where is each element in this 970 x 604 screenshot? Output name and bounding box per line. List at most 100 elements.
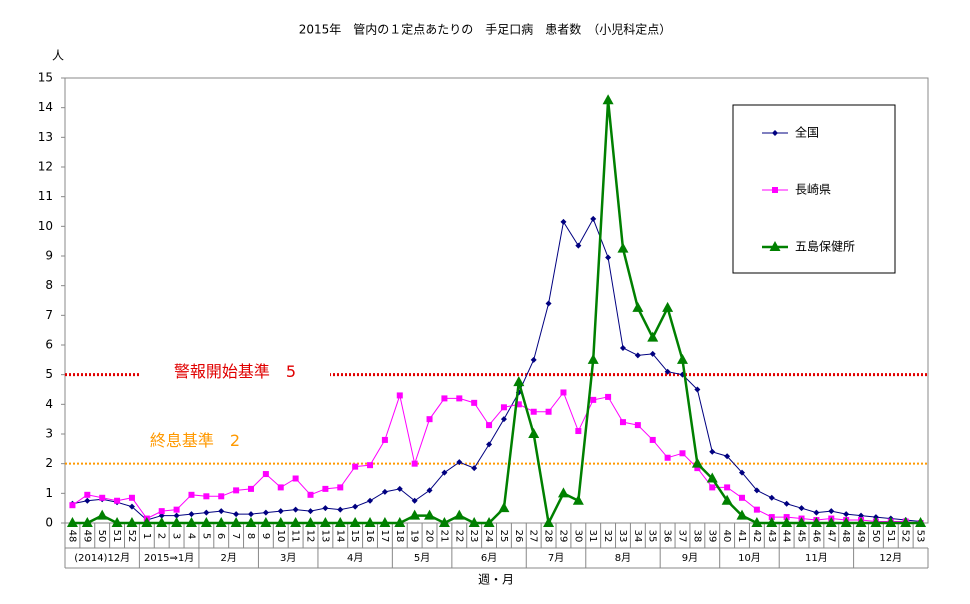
marker — [99, 494, 106, 501]
marker — [411, 460, 418, 467]
marker — [634, 352, 641, 359]
marker — [632, 301, 644, 312]
x-tick-label: 40 — [721, 530, 732, 543]
x-tick-label: 50 — [870, 530, 881, 543]
x-tick-label: 15 — [349, 530, 360, 543]
marker — [605, 254, 612, 261]
y-axis-label: 人 — [52, 49, 64, 63]
marker — [694, 386, 701, 393]
y-tick-label: 13 — [38, 130, 53, 144]
x-tick-label: 47 — [825, 530, 836, 543]
x-tick-label: 44 — [781, 530, 792, 543]
marker — [634, 422, 641, 429]
marker — [840, 517, 852, 527]
marker — [215, 517, 227, 527]
marker — [381, 436, 388, 443]
marker — [500, 416, 507, 423]
marker — [810, 517, 822, 527]
x-tick-label: 24 — [483, 530, 494, 543]
x-tick-label: 28 — [543, 530, 554, 543]
y-tick-label: 0 — [45, 516, 53, 530]
marker — [456, 395, 463, 402]
marker — [855, 517, 867, 527]
marker — [218, 508, 225, 515]
marker — [721, 494, 733, 505]
marker — [409, 509, 421, 520]
marker — [441, 395, 448, 402]
x-tick-label: 33 — [617, 530, 628, 543]
x-tick-label: 41 — [736, 530, 747, 543]
x-tick-label: 42 — [751, 530, 762, 543]
marker — [557, 487, 569, 498]
marker — [424, 509, 436, 520]
reference-label-bg — [140, 361, 330, 384]
marker — [662, 301, 674, 312]
x-tick-label: 25 — [498, 530, 509, 543]
y-tick-label: 14 — [38, 100, 53, 114]
x-tick-label: 5 — [200, 533, 211, 539]
marker — [203, 493, 210, 500]
marker — [617, 242, 629, 253]
marker — [349, 517, 361, 527]
marker — [262, 471, 269, 478]
marker — [900, 517, 912, 527]
marker — [471, 465, 478, 472]
marker — [290, 517, 302, 527]
marker — [649, 436, 656, 443]
marker — [411, 497, 418, 504]
marker — [885, 517, 897, 527]
marker — [441, 469, 448, 476]
y-tick-label: 6 — [45, 338, 53, 352]
month-label: 11月 — [805, 552, 828, 564]
marker — [426, 416, 433, 423]
marker — [796, 517, 808, 527]
marker — [173, 512, 180, 519]
marker — [114, 497, 121, 504]
x-tick-label: 29 — [557, 530, 568, 543]
marker — [468, 517, 480, 527]
reference-label: 警報開始基準 5 — [174, 362, 296, 381]
x-tick-label: 16 — [364, 530, 375, 543]
month-label: 2015⇒1月 — [144, 552, 194, 564]
x-tick-label: 4 — [185, 533, 196, 539]
marker — [128, 503, 135, 510]
marker — [367, 497, 374, 504]
x-tick-label: 50 — [96, 530, 107, 543]
y-tick-label: 10 — [38, 219, 53, 233]
marker — [619, 344, 626, 351]
marker — [486, 422, 493, 429]
x-tick-label: 51 — [885, 530, 896, 543]
y-tick-label: 15 — [38, 71, 53, 85]
marker — [843, 511, 850, 518]
marker — [396, 485, 403, 492]
month-label: 3月 — [280, 552, 296, 564]
x-tick-label: 12 — [305, 530, 316, 543]
marker — [545, 408, 552, 415]
marker — [753, 487, 760, 494]
marker — [560, 389, 567, 396]
marker — [218, 493, 225, 500]
x-tick-label: 35 — [647, 530, 658, 543]
series-line — [72, 391, 921, 524]
marker — [247, 511, 254, 518]
marker — [676, 353, 688, 364]
x-tick-label: 19 — [409, 530, 420, 543]
marker — [694, 465, 701, 472]
marker — [337, 506, 344, 513]
marker — [156, 517, 168, 527]
marker — [498, 502, 510, 513]
marker — [396, 392, 403, 399]
y-tick-label: 12 — [38, 160, 53, 174]
x-tick-label: 49 — [81, 530, 92, 543]
marker — [590, 215, 597, 222]
marker — [647, 331, 659, 342]
marker — [69, 502, 76, 509]
marker — [706, 472, 718, 483]
x-tick-label: 48 — [840, 530, 851, 543]
chart-title: 2015年 管内の１定点あたりの 手足口病 患者数 （小児科定点） — [299, 22, 672, 37]
marker — [515, 401, 522, 408]
x-axis-label: 週・月 — [478, 573, 514, 587]
x-tick-label: 18 — [394, 530, 405, 543]
x-tick-label: 36 — [662, 530, 673, 543]
x-tick-label: 52 — [126, 530, 137, 543]
